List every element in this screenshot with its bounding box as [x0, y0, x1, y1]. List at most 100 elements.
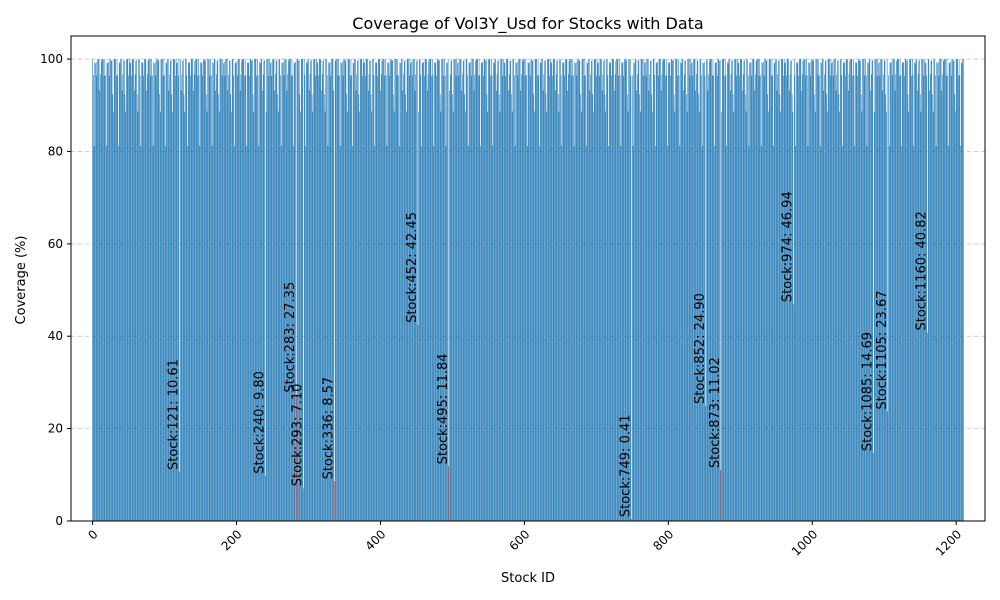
bar [288, 60, 289, 521]
bar [562, 63, 564, 521]
bar [283, 61, 284, 521]
bar [825, 60, 827, 522]
bar [396, 59, 397, 521]
bar [173, 59, 175, 521]
bar [755, 74, 756, 521]
bar [709, 59, 711, 521]
bar [473, 59, 474, 521]
bar [157, 59, 158, 521]
bar [882, 90, 884, 521]
bar [764, 59, 766, 521]
bar [401, 59, 403, 521]
bar [716, 61, 717, 521]
bar [152, 75, 153, 521]
bar [312, 111, 314, 521]
bar [850, 59, 851, 521]
bar [895, 74, 897, 521]
bar [259, 63, 261, 521]
bar-annotation: Stock:240: 9.80 [252, 371, 267, 474]
bar [610, 61, 612, 521]
bar [287, 74, 288, 521]
bar [467, 145, 469, 521]
bar [491, 59, 492, 521]
bar [230, 94, 232, 521]
bar [437, 59, 439, 521]
bar [569, 59, 571, 521]
bar [710, 59, 712, 521]
bar [393, 111, 395, 521]
bar [256, 75, 257, 521]
bar [578, 59, 579, 521]
bar [244, 75, 245, 521]
bar [742, 90, 743, 521]
bar [189, 61, 191, 521]
bar [482, 61, 483, 521]
bar [600, 59, 601, 521]
bar [657, 61, 658, 521]
bar [408, 59, 409, 521]
bar [331, 59, 332, 521]
bar [399, 62, 401, 521]
bar [462, 60, 464, 521]
bar [316, 59, 317, 521]
bar [319, 59, 320, 521]
bar [950, 61, 951, 521]
bar [95, 61, 97, 521]
bar [849, 60, 850, 521]
bar [467, 75, 468, 521]
bar [922, 59, 923, 521]
bar [914, 62, 915, 521]
bar [151, 59, 152, 521]
bar [706, 59, 707, 521]
bar [959, 75, 961, 521]
bar [937, 61, 939, 521]
bar [567, 90, 568, 521]
bar [699, 59, 701, 521]
bar [729, 90, 731, 521]
bar [704, 75, 706, 521]
bar [503, 63, 505, 521]
bar [815, 59, 817, 521]
bar [352, 62, 354, 521]
bar [358, 94, 360, 521]
bar [543, 74, 545, 521]
bar [526, 145, 528, 521]
bar [130, 61, 132, 521]
bar [570, 59, 572, 521]
bar [847, 90, 849, 521]
bar [613, 59, 614, 521]
bar [453, 59, 455, 521]
bar [182, 60, 184, 522]
bar [665, 75, 666, 521]
bar [655, 145, 656, 521]
bar [647, 59, 648, 521]
bar [506, 59, 507, 521]
bar [488, 59, 489, 521]
bar [362, 75, 363, 521]
bar [326, 75, 328, 521]
bar [720, 470, 722, 521]
bar [463, 60, 465, 522]
bar [99, 90, 101, 521]
bar [92, 59, 93, 521]
bar [113, 111, 114, 521]
bar [898, 59, 899, 521]
bar [833, 59, 835, 521]
bar [390, 59, 392, 521]
bar [812, 60, 814, 521]
bar [673, 60, 674, 522]
bar [582, 59, 583, 521]
bar [590, 74, 591, 521]
bar [307, 59, 309, 521]
bar [149, 59, 151, 521]
bar [195, 59, 197, 521]
bar [142, 61, 144, 521]
bar [105, 75, 106, 521]
bar [265, 475, 266, 521]
bar [674, 111, 676, 521]
bar [861, 111, 863, 521]
bar [474, 74, 476, 521]
bar [472, 59, 473, 521]
bar [586, 145, 587, 521]
bar [390, 59, 391, 521]
